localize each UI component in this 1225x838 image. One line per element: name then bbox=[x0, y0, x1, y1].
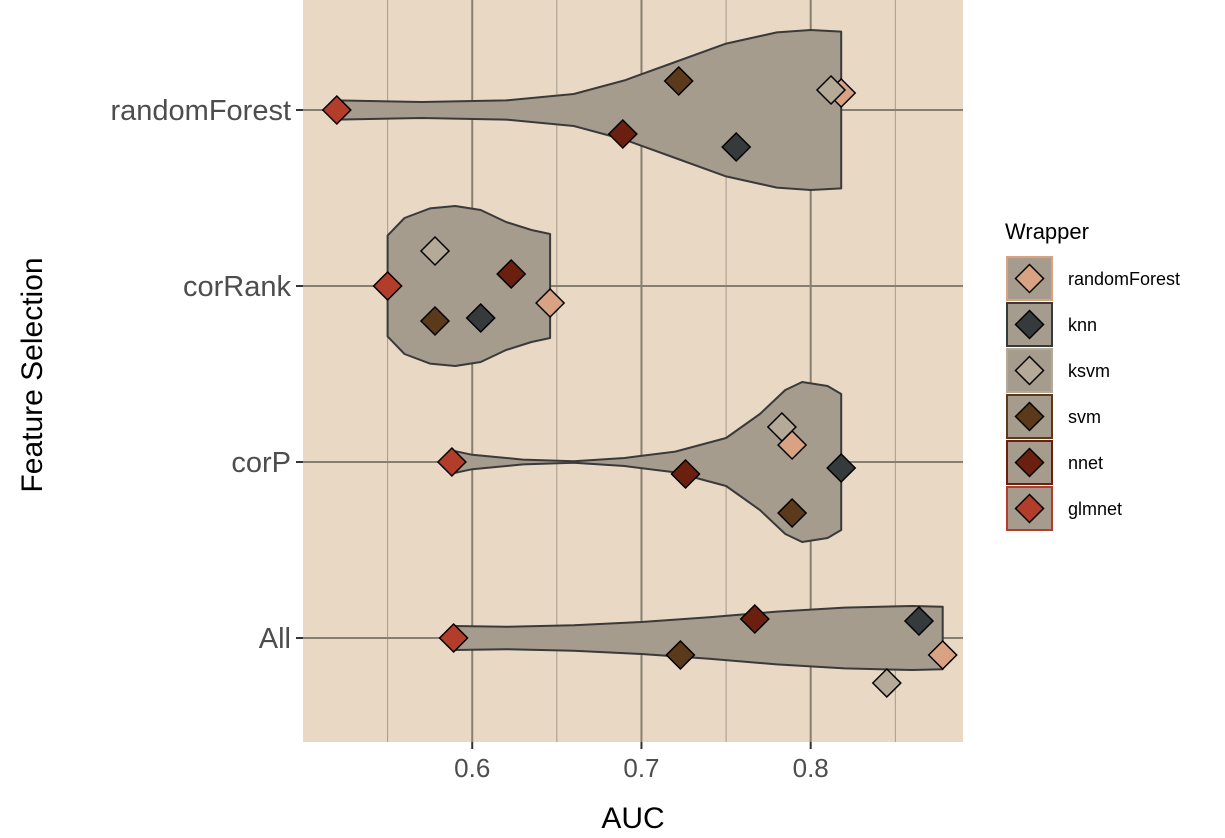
point-nnet-corP bbox=[670, 458, 701, 490]
point-ksvm-All bbox=[871, 667, 902, 699]
legend-marker-randomForest bbox=[1014, 263, 1045, 294]
point-nnet-corRank bbox=[496, 258, 527, 290]
point-knn-corRank bbox=[465, 302, 496, 334]
legend-marker-svm bbox=[1014, 401, 1045, 432]
legend-title: Wrapper bbox=[1005, 219, 1089, 244]
legend: Wrapper randomForest knn ksvm svm nnet glmnet bbox=[1005, 219, 1180, 531]
legend-marker-knn bbox=[1014, 309, 1045, 340]
point-glmnet-randomForest bbox=[321, 94, 352, 126]
point-ksvm-corRank bbox=[419, 235, 451, 267]
data-points bbox=[321, 65, 958, 699]
y-tick-label: corRank bbox=[183, 271, 291, 303]
violin-corP bbox=[452, 381, 843, 543]
y-axis-title: Feature Selection bbox=[16, 257, 49, 492]
point-glmnet-corP bbox=[436, 446, 467, 478]
legend-label-ksvm: ksvm bbox=[1068, 361, 1110, 381]
point-glmnet-corRank bbox=[372, 270, 403, 302]
violin-corRank bbox=[386, 205, 552, 367]
y-tick-label: randomForest bbox=[110, 95, 291, 127]
x-tick-label: 0.7 bbox=[623, 753, 659, 783]
legend-label-svm: svm bbox=[1068, 407, 1101, 427]
legend-label-nnet: nnet bbox=[1068, 453, 1103, 473]
point-knn-corP bbox=[826, 452, 857, 484]
point-knn-randomForest bbox=[721, 131, 752, 163]
legend-label-knn: knn bbox=[1068, 315, 1097, 335]
point-svm-randomForest bbox=[663, 65, 694, 97]
y-tick-label: corP bbox=[231, 447, 291, 479]
point-glmnet-All bbox=[438, 622, 469, 654]
x-axis-title: AUC bbox=[601, 802, 664, 835]
point-svm-corRank bbox=[419, 305, 451, 337]
point-nnet-randomForest bbox=[607, 118, 638, 150]
x-axis: 0.6 0.7 0.8 bbox=[454, 742, 829, 783]
legend-label-randomForest: randomForest bbox=[1068, 269, 1180, 289]
legend-entries: randomForest knn ksvm svm nnet glmnet bbox=[1006, 256, 1180, 531]
point-knn-All bbox=[903, 605, 935, 637]
violin-randomForest bbox=[335, 29, 843, 191]
point-randomForest-All bbox=[927, 639, 958, 671]
legend-marker-ksvm bbox=[1014, 355, 1045, 386]
legend-marker-glmnet bbox=[1014, 493, 1045, 524]
legend-label-glmnet: glmnet bbox=[1068, 499, 1122, 519]
point-svm-corP bbox=[777, 497, 808, 529]
x-tick-label: 0.8 bbox=[793, 753, 829, 783]
point-svm-All bbox=[665, 639, 696, 671]
y-tick-label: All bbox=[259, 623, 291, 655]
point-randomForest-corRank bbox=[535, 287, 566, 319]
y-axis: randomForest corRank corP All bbox=[110, 95, 303, 655]
x-tick-label: 0.6 bbox=[454, 753, 490, 783]
point-nnet-All bbox=[739, 603, 770, 635]
point-ksvm-randomForest bbox=[815, 74, 847, 106]
point-ksvm-corP bbox=[766, 411, 797, 443]
legend-marker-nnet bbox=[1014, 447, 1045, 478]
